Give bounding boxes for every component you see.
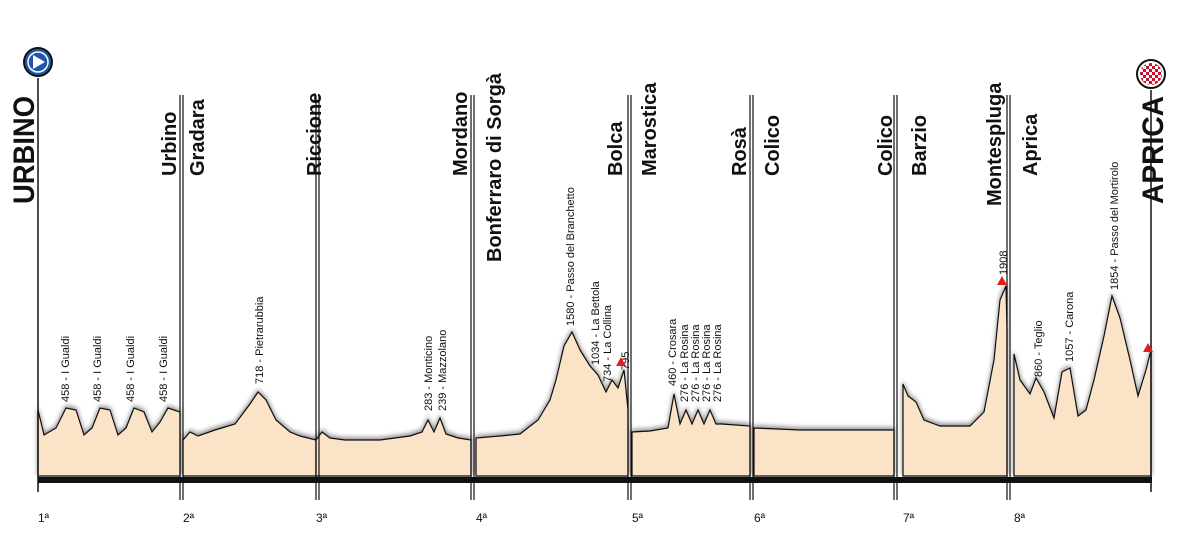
elevation-profile-2	[182, 391, 317, 477]
climb-label: 460 - Crosara	[667, 318, 679, 386]
stage-number-3: 3ª	[316, 511, 328, 525]
town-label-gradara: Gradara	[187, 98, 209, 176]
climb-label: 734 - La Collina	[602, 304, 614, 382]
start-city-label: URBINO	[8, 96, 41, 204]
elevation-profile-4	[475, 330, 629, 477]
town-label-bolca: Bolca	[605, 121, 627, 176]
town-labels: Urbino Gradara Riccione Mordano Bonferra…	[159, 72, 1042, 262]
stage-number-6: 6ª	[754, 511, 766, 525]
elevation-profile-1	[37, 407, 181, 477]
climb-label: 860 - Teglio	[1033, 320, 1045, 377]
stage-numbers: 1ª 2ª 3ª 4ª 5ª 6ª 7ª 8ª	[38, 511, 1026, 525]
climb-label: 276 - La Rosina	[690, 323, 702, 402]
town-label-montespluga: Montespluga	[984, 82, 1006, 206]
climb-label: 1034 - La Bettola	[590, 280, 602, 365]
town-label-colico-arrive: Colico	[762, 115, 784, 176]
segment-dividers	[179, 95, 1011, 500]
summit-triangle-icon	[997, 276, 1007, 285]
town-label-urbino: Urbino	[159, 112, 181, 176]
summit-triangle-icon	[1143, 343, 1153, 352]
climb-label: 1057 - Carona	[1064, 291, 1076, 362]
town-label-barzio: Barzio	[909, 115, 931, 176]
climb-label: 276 - La Rosina	[712, 323, 724, 402]
elevation-profile-7	[902, 285, 1008, 477]
climb-label: 1580 - Passo del Branchetto	[565, 187, 577, 326]
town-label-aprica: Aprica	[1020, 113, 1042, 176]
climb-label: 283 - Monticino	[423, 336, 435, 411]
climb-label: 458 - I Gualdi	[158, 336, 170, 402]
stage-number-2: 2ª	[183, 511, 195, 525]
stage-number-7: 7ª	[903, 511, 915, 525]
summit-triangle-icon	[616, 357, 626, 366]
town-label-riccione: Riccione	[304, 93, 326, 176]
elevation-profile-8	[1013, 293, 1152, 477]
town-label-rosa: Rosà	[729, 126, 751, 176]
town-label-mordano: Mordano	[450, 92, 472, 176]
finish-city-label: APRICA	[1137, 96, 1170, 204]
climb-label: 718 - Pietrarubbia	[254, 296, 266, 384]
climb-labels: 458 - I Gualdi 458 - I Gualdi 458 - I Gu…	[60, 162, 1121, 411]
climb-label: 458 - I Gualdi	[92, 336, 104, 402]
finish-marker	[1136, 59, 1166, 492]
climb-label: 276 - La Rosina	[701, 323, 713, 402]
elevation-profile-6	[753, 427, 895, 477]
climb-label: 458 - I Gualdi	[125, 336, 137, 402]
start-marker	[23, 47, 53, 492]
elevation-profile-3	[315, 416, 472, 477]
elevation-profile-5	[631, 393, 751, 477]
stage-number-4: 4ª	[476, 511, 488, 525]
summit-markers	[616, 276, 1153, 366]
town-label-bonferraro: Bonferraro di Sorgà	[484, 72, 506, 262]
climb-label: 1908	[998, 251, 1010, 275]
climb-label: 276 - La Rosina	[679, 323, 691, 402]
checkered-flag-icon	[1140, 63, 1162, 85]
stage-number-1: 1ª	[38, 511, 50, 525]
town-label-marostica: Marostica	[639, 82, 661, 176]
stage-number-8: 8ª	[1014, 511, 1026, 525]
elevation-profiles	[37, 285, 1152, 477]
climb-label: 1854 - Passo del Mortirolo	[1109, 162, 1121, 290]
town-label-colico: Colico	[875, 115, 897, 176]
climb-label: 458 - I Gualdi	[60, 336, 72, 402]
stage-number-5: 5ª	[632, 511, 644, 525]
baseline-bar	[38, 477, 1152, 483]
climb-label: 239 - Mazzolano	[437, 330, 449, 411]
